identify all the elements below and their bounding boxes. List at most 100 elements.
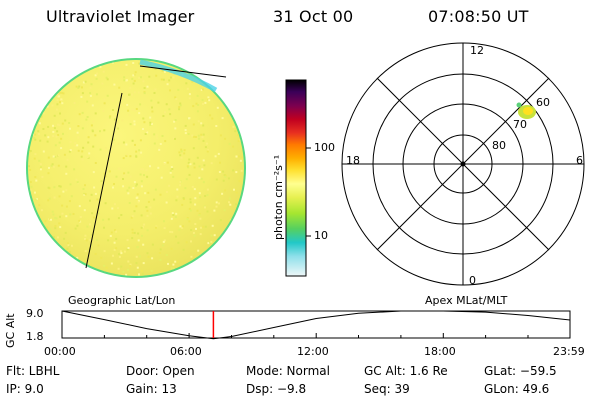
- speckle-pixel: [44, 134, 47, 137]
- speckle-pixel: [198, 165, 201, 168]
- speckle-pixel: [170, 247, 173, 250]
- speckle-pixel: [175, 212, 178, 215]
- speckle-pixel: [28, 263, 31, 266]
- speckle-pixel: [155, 226, 157, 229]
- speckle-pixel: [63, 80, 66, 83]
- speckle-pixel: [234, 130, 237, 133]
- speckle-pixel: [182, 248, 185, 251]
- speckle-pixel: [136, 246, 139, 248]
- speckle-pixel: [202, 124, 205, 127]
- speckle-pixel: [140, 214, 143, 217]
- speckle-pixel: [93, 216, 95, 219]
- speckle-pixel: [118, 253, 121, 256]
- speckle-pixel: [94, 162, 97, 164]
- speckle-pixel: [114, 229, 116, 232]
- speckle-pixel: [55, 135, 58, 138]
- speckle-pixel: [56, 62, 59, 65]
- speckle-pixel: [62, 190, 65, 193]
- speckle-pixel: [46, 72, 48, 75]
- speckle-pixel: [163, 220, 165, 223]
- speckle-pixel: [135, 184, 137, 187]
- speckle-pixel: [105, 76, 108, 79]
- speckle-pixel: [138, 273, 140, 276]
- speckle-pixel: [45, 260, 48, 263]
- speckle-pixel: [190, 240, 192, 243]
- speckle-pixel: [122, 270, 125, 273]
- speckle-pixel: [50, 259, 53, 261]
- speckle-pixel: [73, 168, 76, 171]
- speckle-pixel: [117, 106, 120, 109]
- speckle-pixel: [45, 64, 48, 67]
- speckle-pixel: [66, 247, 69, 250]
- speckle-pixel: [178, 64, 181, 67]
- speckle-pixel: [200, 89, 203, 91]
- speckle-pixel: [68, 122, 71, 124]
- speckle-pixel: [69, 149, 72, 152]
- speckle-pixel: [122, 185, 125, 188]
- speckle-pixel: [157, 166, 160, 169]
- speckle-pixel: [101, 82, 104, 85]
- speckle-pixel: [123, 79, 126, 82]
- speckle-pixel: [202, 225, 205, 228]
- speckle-pixel: [128, 114, 131, 117]
- speckle-pixel: [122, 157, 125, 160]
- image-date: 31 Oct 00: [273, 7, 354, 26]
- speckle-pixel: [126, 189, 129, 192]
- speckle-pixel: [146, 229, 149, 232]
- speckle-pixel: [139, 103, 142, 106]
- speckle-pixel: [103, 129, 106, 132]
- speckle-pixel: [50, 73, 53, 76]
- speckle-pixel: [74, 145, 77, 147]
- speckle-pixel: [72, 213, 75, 215]
- strip-left-title: Geographic Lat/Lon: [68, 294, 176, 307]
- speckle-pixel: [130, 216, 133, 219]
- speckle-pixel: [234, 254, 237, 257]
- speckle-pixel: [209, 114, 212, 117]
- speckle-pixel: [28, 109, 31, 112]
- speckle-pixel: [47, 199, 50, 202]
- speckle-pixel: [133, 79, 136, 82]
- speckle-pixel: [58, 185, 61, 188]
- speckle-pixel: [198, 212, 201, 215]
- speckle-pixel: [170, 76, 172, 79]
- speckle-pixel: [202, 159, 205, 162]
- speckle-pixel: [243, 91, 244, 94]
- speckle-pixel: [45, 74, 48, 77]
- speckle-pixel: [64, 60, 67, 63]
- speckle-pixel: [174, 127, 177, 130]
- speckle-pixel: [44, 61, 47, 64]
- speckle-pixel: [102, 70, 105, 73]
- speckle-pixel: [138, 275, 140, 276]
- speckle-pixel: [202, 133, 205, 136]
- colorbar-tick-label-10: 10: [314, 229, 328, 242]
- speckle-pixel: [158, 146, 161, 149]
- speckle-pixel: [133, 210, 136, 213]
- speckle-pixel: [135, 196, 138, 199]
- speckle-pixel: [242, 243, 244, 246]
- speckle-pixel: [171, 168, 174, 170]
- speckle-pixel: [225, 101, 228, 104]
- speckle-pixel: [204, 225, 207, 228]
- speckle-pixel: [97, 212, 100, 215]
- speckle-pixel: [215, 178, 218, 181]
- speckle-pixel: [151, 106, 153, 109]
- speckle-pixel: [67, 242, 69, 245]
- speckle-pixel: [223, 91, 225, 94]
- speckle-pixel: [29, 246, 32, 249]
- speckle-pixel: [127, 260, 130, 263]
- speckle-pixel: [237, 260, 240, 263]
- speckle-pixel: [120, 214, 123, 216]
- speckle-pixel: [123, 250, 126, 253]
- speckle-pixel: [188, 207, 191, 210]
- mlat-label-60: 60: [536, 96, 550, 109]
- speckle-pixel: [59, 256, 62, 259]
- speckle-pixel: [103, 250, 106, 253]
- speckle-pixel: [233, 60, 236, 63]
- speckle-pixel: [100, 256, 103, 259]
- speckle-pixel: [140, 151, 143, 154]
- speckle-pixel: [202, 102, 204, 105]
- speckle-pixel: [138, 62, 141, 65]
- speckle-pixel: [117, 207, 119, 210]
- speckle-pixel: [238, 98, 241, 101]
- speckle-pixel: [111, 61, 114, 64]
